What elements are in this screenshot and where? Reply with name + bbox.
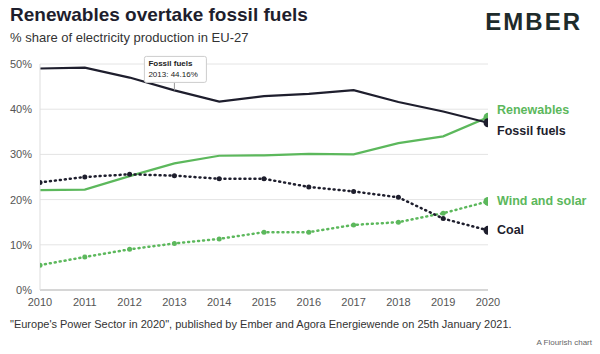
svg-text:0%: 0%	[16, 284, 32, 296]
svg-text:2020: 2020	[476, 296, 500, 308]
svg-text:2016: 2016	[297, 296, 321, 308]
svg-text:40%: 40%	[10, 103, 32, 115]
svg-text:20%: 20%	[10, 194, 32, 206]
html-text:% share of electricity product: % share of electricity production in EU-…	[10, 30, 249, 45]
html-text:A Flourish chart: A Flourish chart	[536, 338, 592, 347]
svg-text:Renewables: Renewables	[497, 103, 569, 117]
svg-text:2015: 2015	[252, 296, 276, 308]
svg-text:10%: 10%	[10, 239, 32, 251]
svg-text:50%: 50%	[10, 58, 32, 70]
html-text:EMBER: EMBER	[485, 8, 582, 35]
html-text:Renewables overtake fossil fue: Renewables overtake fossil fuels	[10, 4, 308, 25]
svg-text:2012: 2012	[117, 296, 141, 308]
svg-text:2010: 2010	[28, 296, 52, 308]
html-text:"Europe's Power Sector in 2020: "Europe's Power Sector in 2020", publish…	[10, 318, 512, 330]
svg-text:Fossil fuels: Fossil fuels	[148, 59, 193, 68]
svg-text:2011: 2011	[73, 296, 97, 308]
svg-text:30%: 30%	[10, 148, 32, 160]
svg-text:2017: 2017	[341, 296, 365, 308]
svg-text:Coal: Coal	[497, 223, 524, 237]
svg-text:2013: 44.16%: 2013: 44.16%	[148, 70, 197, 79]
svg-text:Wind and solar: Wind and solar	[497, 194, 587, 208]
svg-text:2019: 2019	[431, 296, 455, 308]
svg-text:Fossil fuels: Fossil fuels	[497, 124, 566, 138]
svg-text:2018: 2018	[386, 296, 410, 308]
svg-text:2014: 2014	[207, 296, 231, 308]
svg-text:2013: 2013	[162, 296, 186, 308]
